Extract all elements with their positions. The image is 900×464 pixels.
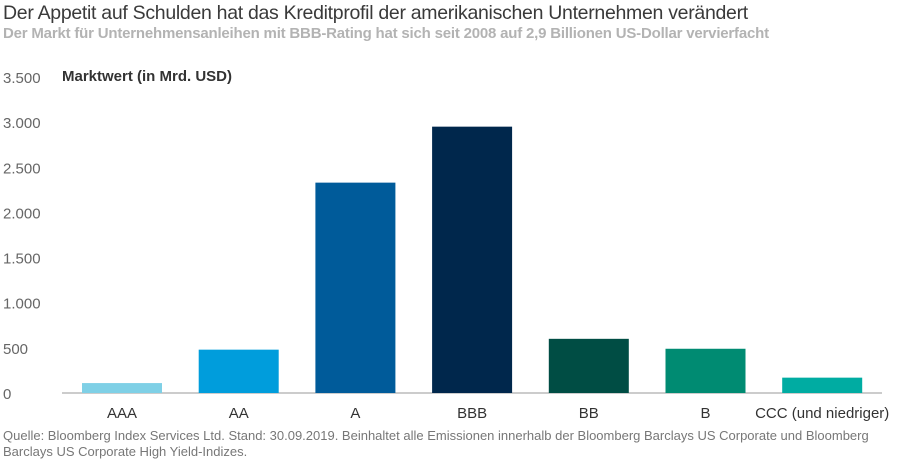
x-tick-label: BB [579, 405, 599, 422]
x-tick-label: CCC (und niedriger) [755, 405, 889, 422]
y-tick-label: 3.500 [3, 70, 41, 87]
y-tick-label: 2.500 [3, 160, 41, 177]
bar-bb [548, 338, 629, 393]
x-tick-label: A [350, 405, 360, 422]
bar-a [315, 182, 396, 393]
bar-b [665, 348, 746, 393]
y-tick-label: 0 [3, 386, 11, 403]
bar-aaa [82, 383, 162, 393]
y-tick-label: 1.500 [3, 251, 41, 268]
bar-ccc [782, 377, 863, 393]
bar-aa [198, 349, 279, 393]
y-tick-label: 1.000 [3, 296, 41, 313]
chart-title: Der Appetit auf Schulden hat das Kreditp… [3, 2, 748, 24]
bar-bbb [432, 126, 513, 394]
x-tick-label: AAA [107, 405, 137, 422]
source-note: Quelle: Bloomberg Index Services Ltd. St… [3, 428, 869, 459]
chart-subtitle: Der Markt für Unternehmensanleihen mit B… [3, 25, 769, 42]
y-tick-label: 2.000 [3, 205, 41, 222]
x-tick-label: BBB [457, 405, 487, 422]
y-tick-label: 500 [3, 341, 28, 358]
x-tick-label: B [700, 405, 710, 422]
y-tick-label: 3.000 [3, 115, 41, 132]
x-tick-label: AA [229, 405, 249, 422]
y-axis-label: Marktwert (in Mrd. USD) [62, 68, 233, 85]
